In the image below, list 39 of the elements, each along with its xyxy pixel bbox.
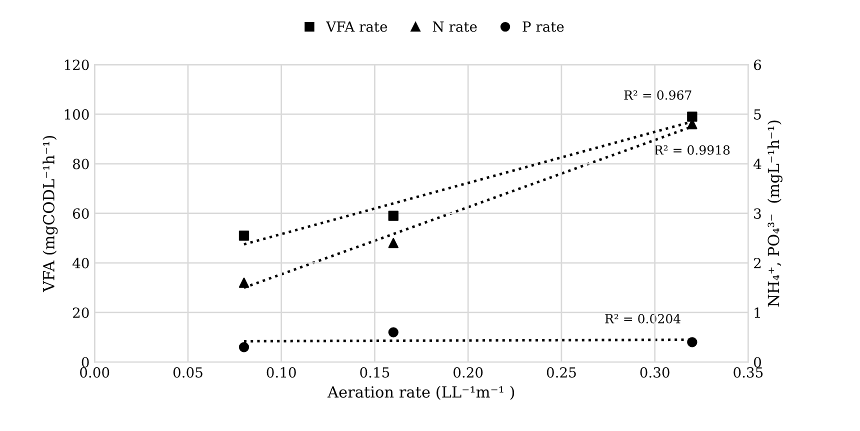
point [238, 230, 250, 241]
y2-tick-label: 3 [754, 208, 761, 219]
annotation: R² = 0.9918 [654, 145, 730, 155]
x-tick-label: 0.10 [266, 367, 296, 378]
x-tick-label: 0.05 [173, 367, 202, 378]
x-tick-label: 0.35 [734, 367, 763, 378]
annotation: R² = 0.0204 [605, 314, 680, 324]
x-tick-label: 0.15 [360, 367, 390, 378]
y2-tick-label: 0 [754, 357, 761, 368]
y-tick-label: 40 [72, 258, 89, 268]
point [388, 327, 398, 338]
point [687, 112, 698, 122]
y2-tick-label: 6 [754, 60, 762, 70]
x-tick-label: 0.20 [454, 367, 483, 378]
y2-tick-label: 4 [753, 158, 762, 170]
y-tick-label: 120 [64, 60, 89, 70]
y-tick-label: 60 [72, 208, 89, 219]
y-tick-label: 20 [73, 307, 89, 318]
point [687, 337, 698, 348]
point [238, 342, 250, 352]
y2-tick-label: 2 [754, 258, 761, 268]
legend-label: N rate [432, 22, 477, 32]
point [388, 210, 398, 221]
legend-label: VFA rate [326, 22, 388, 32]
y2-tick-label: 5 [754, 109, 761, 120]
y-tick-label: 100 [64, 109, 89, 120]
legend-label: P rate [522, 22, 564, 32]
point [388, 238, 398, 248]
x-tick-label: 0.30 [640, 367, 670, 378]
point [238, 278, 250, 288]
annotation: R² = 0.967 [624, 90, 692, 100]
x-axis-title: Aeration rate (LL⁻¹m⁻¹ ) [327, 386, 514, 400]
y2-axis-title: NH₄⁺, PO₄³⁻ (mgL⁻¹h⁻¹) [767, 120, 782, 307]
y-tick-label: 0 [82, 357, 89, 368]
y2-tick-label: 1 [754, 307, 760, 318]
x-tick-label: 0.25 [546, 367, 576, 378]
x-tick-label: 0.00 [80, 367, 110, 378]
y-tick-label: 80 [72, 158, 89, 170]
y-axis-title: VFA (mgCODL⁻¹h⁻¹) [42, 136, 58, 292]
